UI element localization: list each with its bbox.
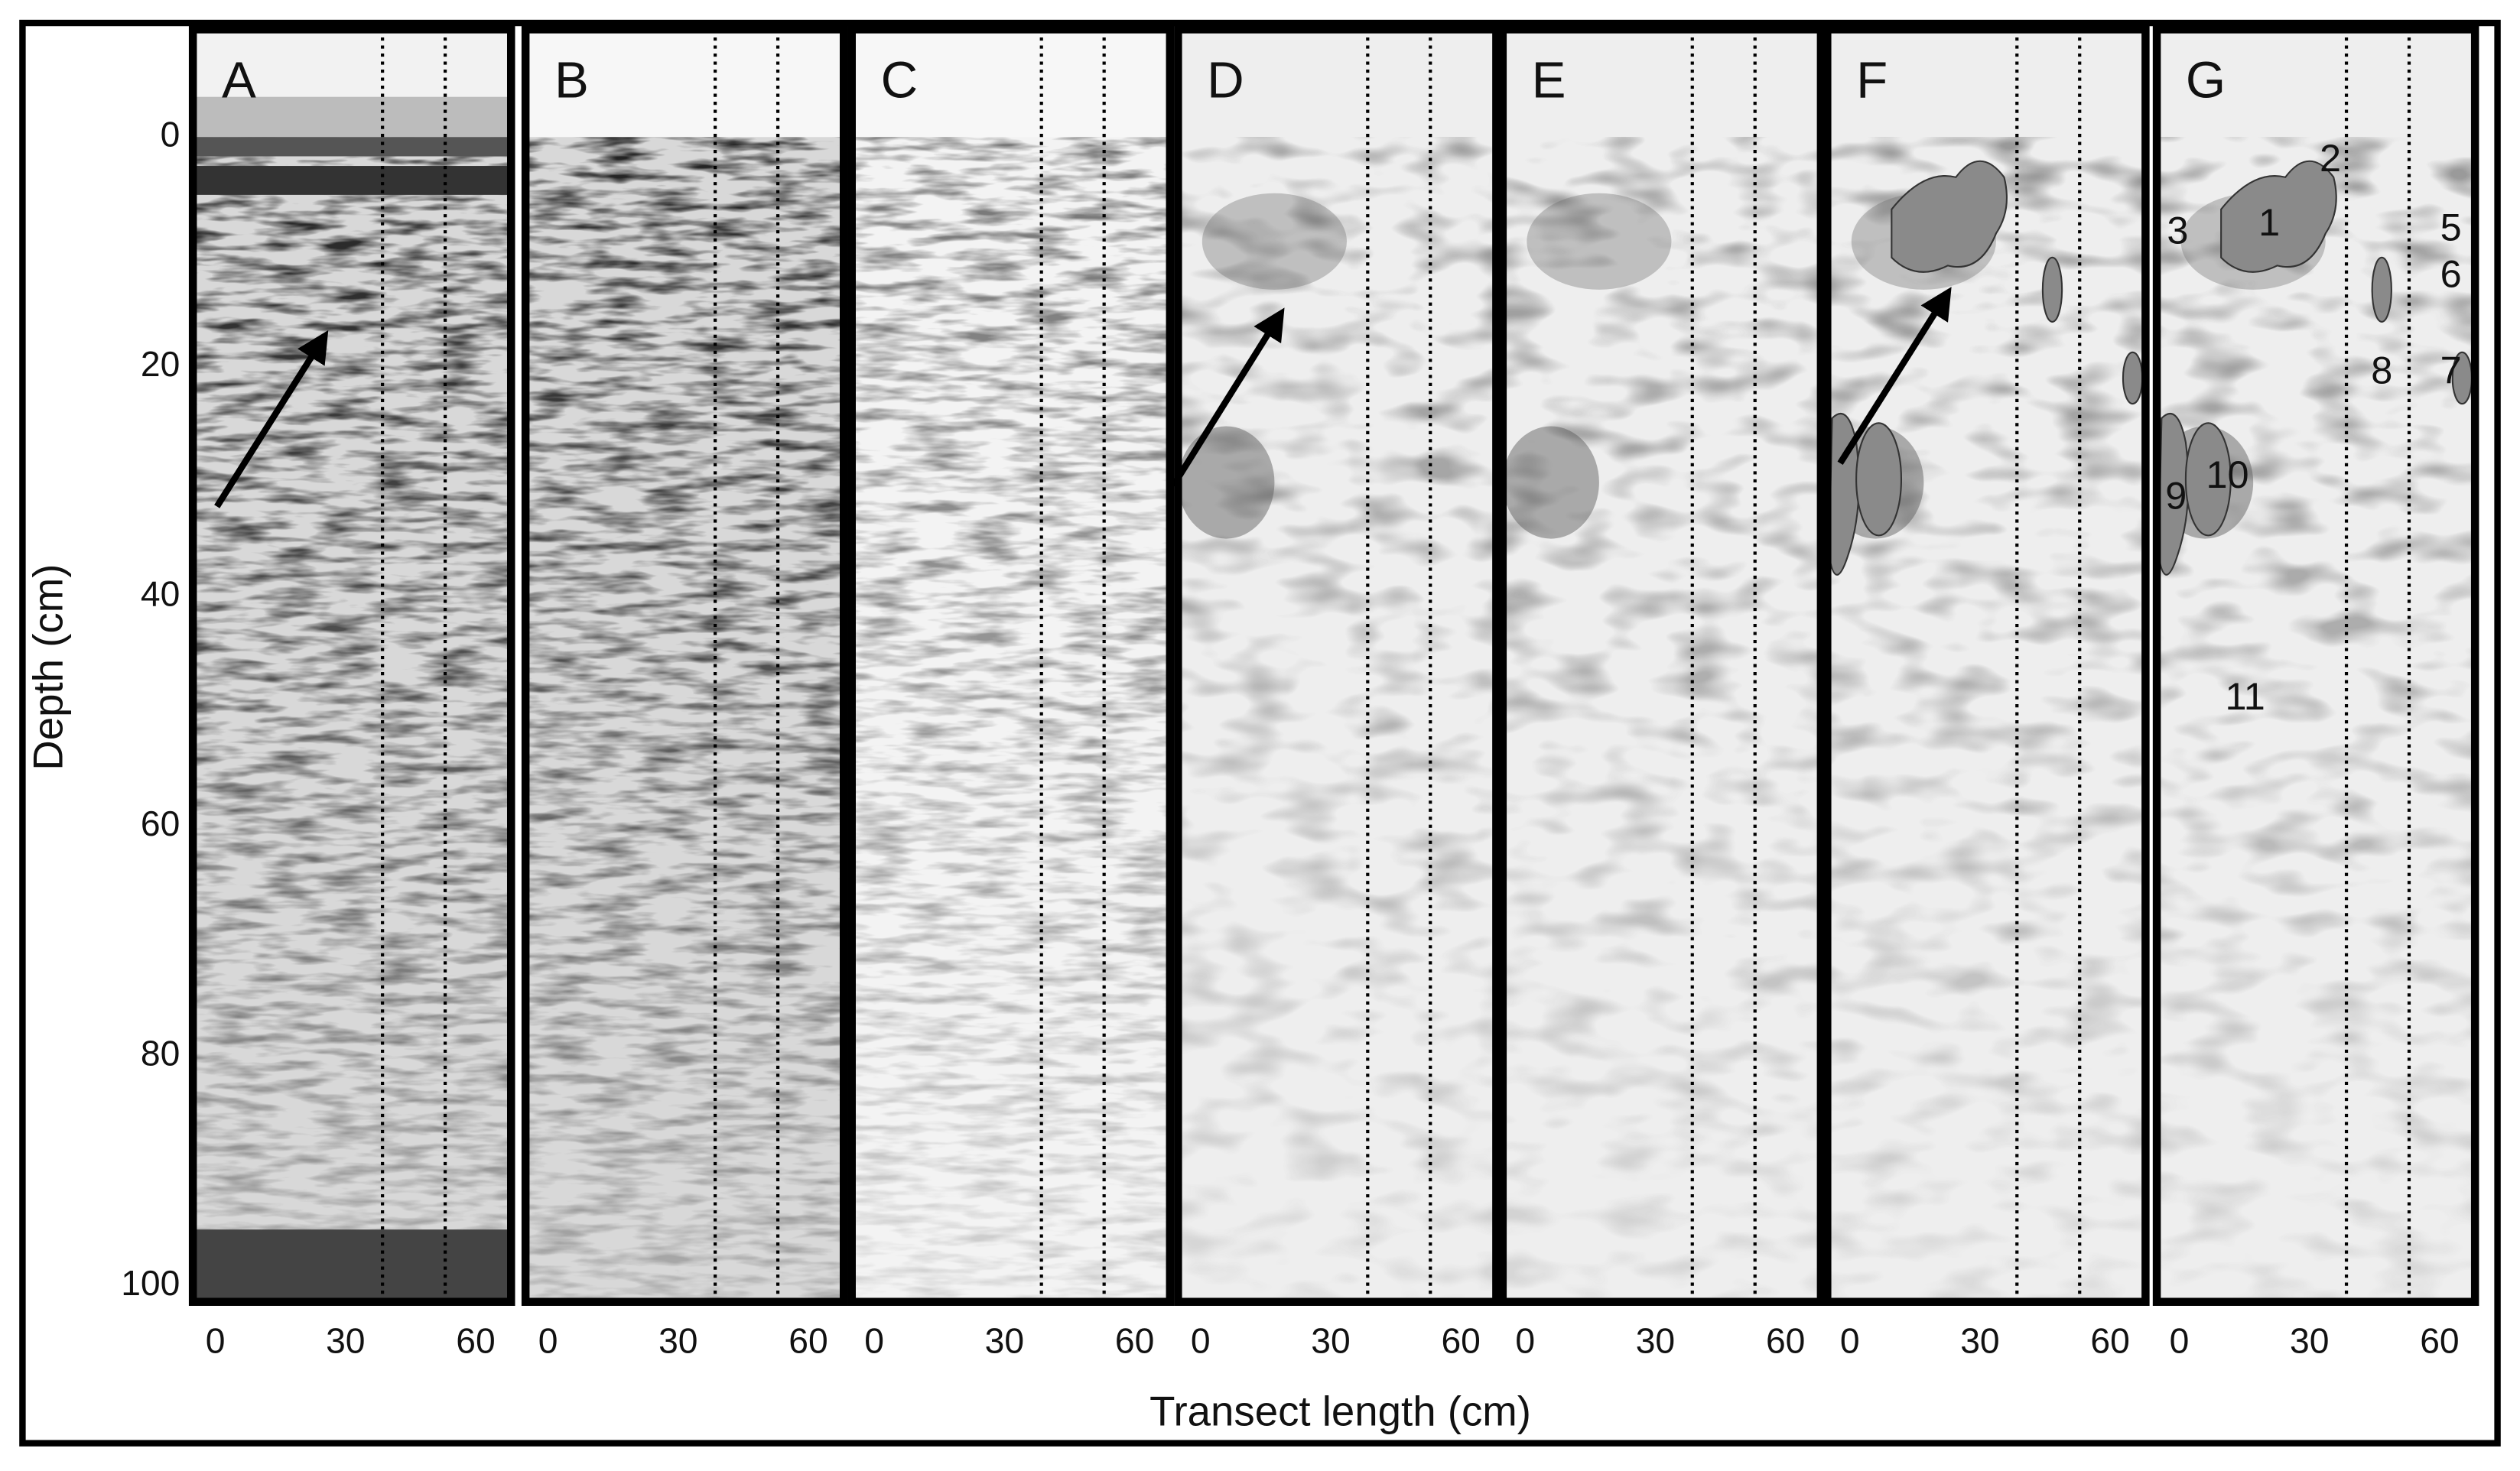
x-tick-label: 0 — [1191, 1321, 1211, 1361]
annotation: 9 — [2165, 473, 2187, 517]
x-tick-label: 30 — [985, 1321, 1024, 1361]
x-tick-label: 60 — [789, 1321, 828, 1361]
x-tick-label: 30 — [1311, 1321, 1350, 1361]
radargram-texture — [1178, 137, 1497, 1302]
panel: D — [1174, 25, 1501, 1306]
panel-label: A — [222, 52, 256, 109]
radargram-texture — [1827, 137, 2146, 1302]
x-tick-label: 30 — [1636, 1321, 1675, 1361]
panel: A — [188, 25, 515, 1306]
panel-label: E — [1532, 52, 1566, 109]
surface-band — [193, 96, 512, 138]
arrow — [1170, 307, 1285, 488]
x-tick-label: 0 — [538, 1321, 558, 1361]
radargram-texture — [851, 137, 1170, 1302]
dark-zone — [1178, 426, 1275, 539]
panel-label: B — [554, 52, 589, 109]
anomaly — [2371, 256, 2392, 323]
x-tick-label: 60 — [2090, 1321, 2129, 1361]
annotation: 6 — [2440, 252, 2462, 295]
x-tick-label: 30 — [1960, 1321, 1999, 1361]
anomaly — [1828, 413, 1860, 576]
arrow — [1837, 287, 1952, 466]
x-tick-label: 60 — [1441, 1321, 1480, 1361]
panel-label: G — [2186, 52, 2226, 109]
arrow — [214, 330, 329, 508]
top-blank — [851, 29, 1170, 138]
anomaly — [1891, 160, 2008, 273]
radargram-texture — [193, 137, 512, 1302]
radargram-texture — [525, 137, 844, 1302]
panel-border — [1823, 25, 2150, 1306]
anomaly — [2157, 413, 2190, 576]
annotation: 1 — [2258, 200, 2280, 244]
x-tick-label: 60 — [1766, 1321, 1805, 1361]
panel: C — [847, 25, 1175, 1306]
x-axis-label: Transect length (cm) — [1149, 1388, 1531, 1434]
y-tick-label: 80 — [141, 1033, 180, 1073]
annotation: 10 — [2206, 453, 2248, 496]
anomaly — [2122, 351, 2144, 405]
anomaly — [2184, 422, 2232, 537]
anomaly — [2220, 160, 2337, 273]
x-tick-label: 0 — [864, 1321, 884, 1361]
dark-zone — [1502, 426, 1599, 539]
x-tick-label: 0 — [2170, 1321, 2190, 1361]
dark-zone — [1201, 193, 1347, 290]
annotation: 7 — [2440, 348, 2462, 391]
annotation: 5 — [2440, 205, 2462, 248]
panel-border — [847, 25, 1175, 1306]
radargram-texture — [1502, 137, 1821, 1302]
surface-band — [193, 166, 512, 195]
y-tick-label: 40 — [141, 573, 180, 613]
panel: E — [1498, 25, 1826, 1306]
annotation: 11 — [2225, 674, 2265, 718]
annotation: 8 — [2371, 348, 2392, 391]
g-annotations: 1 2 3 5 6 7 8 9 10 11 — [2165, 136, 2461, 718]
x-tick-label: 60 — [456, 1321, 495, 1361]
panels: A B C D E F G — [188, 25, 2479, 1306]
x-tick-label: 30 — [326, 1321, 365, 1361]
x-tick-label: 0 — [1515, 1321, 1535, 1361]
y-tick-label: 60 — [141, 804, 180, 843]
y-tick-label: 100 — [121, 1263, 180, 1303]
y-axis-label: Depth (cm) — [25, 564, 72, 771]
anomaly — [1855, 422, 1903, 537]
radargram-texture — [2157, 137, 2476, 1302]
panel-border — [1498, 25, 1826, 1306]
x-tick-label: 30 — [658, 1321, 697, 1361]
y-tick-label: 20 — [141, 344, 180, 384]
x-tick-label: 0 — [206, 1321, 226, 1361]
x-tick-label: 30 — [2290, 1321, 2329, 1361]
x-tick-label: 60 — [2420, 1321, 2459, 1361]
panel-border — [2152, 25, 2479, 1306]
panel: G — [2152, 25, 2479, 1306]
bottom-band — [193, 1229, 512, 1302]
dark-zone — [1527, 193, 1672, 290]
panel: B — [521, 25, 848, 1306]
y-tick-label: 0 — [161, 114, 180, 154]
x-tick-label: 60 — [1115, 1321, 1154, 1361]
panel-label: D — [1207, 52, 1244, 109]
panel-border — [521, 25, 848, 1306]
annotation: 2 — [2320, 136, 2341, 180]
annotation: 3 — [2167, 209, 2188, 252]
panel: F — [1823, 25, 2150, 1306]
anomaly — [2041, 256, 2063, 323]
panel-border — [1174, 25, 1501, 1306]
top-blank — [525, 29, 844, 138]
x-tick-label: 0 — [1840, 1321, 1860, 1361]
surface-band — [193, 137, 512, 157]
panel-label: F — [1856, 52, 1888, 109]
panel-border — [188, 25, 515, 1306]
panel-label: C — [881, 52, 919, 109]
